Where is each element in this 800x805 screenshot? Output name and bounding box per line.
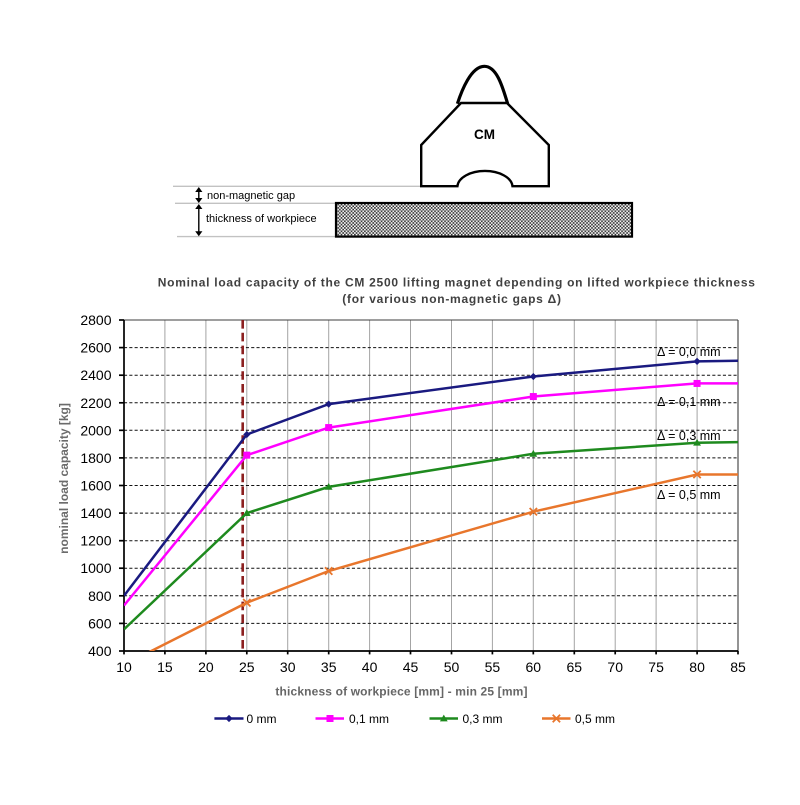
svg-text:25: 25 <box>239 659 255 675</box>
svg-text:thickness of workpiece [mm] -: thickness of workpiece [mm] - min 25 [mm… <box>275 684 527 698</box>
svg-text:80: 80 <box>689 659 705 675</box>
svg-text:non-magnetic gap: non-magnetic gap <box>207 190 295 202</box>
svg-text:60: 60 <box>526 659 542 675</box>
svg-text:30: 30 <box>280 659 296 675</box>
svg-text:2200: 2200 <box>80 395 111 411</box>
svg-text:Δ = 0,0 mm: Δ = 0,0 mm <box>657 345 721 359</box>
svg-text:0,1 mm: 0,1 mm <box>349 712 389 726</box>
svg-text:10: 10 <box>116 659 132 675</box>
svg-text:600: 600 <box>88 615 112 631</box>
svg-text:1600: 1600 <box>80 478 111 494</box>
svg-text:1000: 1000 <box>80 560 111 576</box>
svg-text:400: 400 <box>88 643 112 659</box>
svg-text:2000: 2000 <box>80 422 111 438</box>
svg-text:45: 45 <box>403 659 419 675</box>
svg-text:Nominal load capacity of the C: Nominal load capacity of the CM 2500 lif… <box>158 275 756 289</box>
svg-text:65: 65 <box>567 659 583 675</box>
svg-text:Δ = 0,5 mm: Δ = 0,5 mm <box>657 488 721 502</box>
svg-text:1400: 1400 <box>80 505 111 521</box>
svg-text:1800: 1800 <box>80 450 111 466</box>
svg-text:Δ = 0,1 mm: Δ = 0,1 mm <box>657 395 721 409</box>
svg-text:15: 15 <box>157 659 173 675</box>
svg-text:800: 800 <box>88 588 112 604</box>
svg-text:thickness of workpiece: thickness of workpiece <box>206 213 317 225</box>
svg-text:(for various non-magnetic gaps: (for various non-magnetic gaps Δ) <box>342 292 561 306</box>
svg-text:CM: CM <box>474 127 495 142</box>
svg-text:0 mm: 0 mm <box>247 712 277 726</box>
svg-text:1200: 1200 <box>80 533 111 549</box>
svg-text:0,3 mm: 0,3 mm <box>463 712 503 726</box>
svg-text:2400: 2400 <box>80 367 111 383</box>
svg-text:0,5 mm: 0,5 mm <box>575 712 615 726</box>
svg-text:35: 35 <box>321 659 337 675</box>
svg-text:20: 20 <box>198 659 214 675</box>
svg-text:40: 40 <box>362 659 378 675</box>
svg-text:2800: 2800 <box>80 312 111 328</box>
svg-text:85: 85 <box>730 659 746 675</box>
svg-text:55: 55 <box>485 659 501 675</box>
svg-text:2600: 2600 <box>80 340 111 356</box>
svg-text:nominal load capacity [kg]: nominal load capacity [kg] <box>57 403 71 554</box>
svg-text:75: 75 <box>648 659 664 675</box>
svg-text:Δ = 0,3 mm: Δ = 0,3 mm <box>657 429 721 443</box>
svg-text:70: 70 <box>607 659 623 675</box>
svg-text:50: 50 <box>444 659 460 675</box>
